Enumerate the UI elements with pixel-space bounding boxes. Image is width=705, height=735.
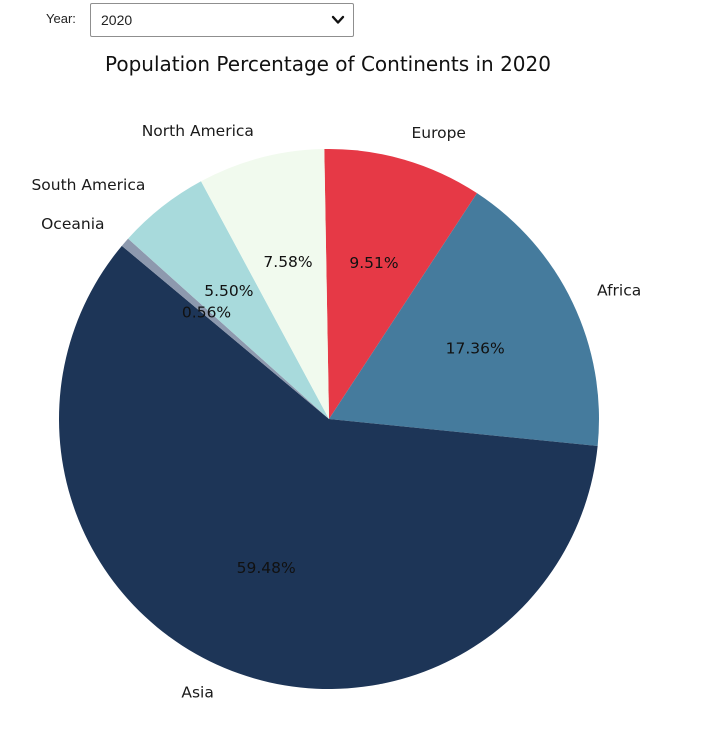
pie-slice-europe [324,149,477,419]
year-label: Year: [46,11,76,26]
slice-label-north-america: North America [142,122,254,140]
year-select[interactable]: 2020 [90,3,354,37]
slice-percent-asia: 59.48% [237,559,296,577]
slice-percent-oceania: 0.56% [182,303,231,321]
slice-label-europe: Europe [411,124,466,142]
slice-label-africa: Africa [597,282,641,300]
slice-percent-north-america: 7.58% [263,253,312,271]
slice-percent-africa: 17.36% [446,340,505,358]
chart-title: Population Percentage of Continents in 2… [105,52,551,76]
year-select-value: 2020 [101,12,133,28]
slice-label-south-america: South America [31,176,145,194]
pie-slice-asia [59,245,598,689]
pie-slice-south-america [128,181,329,419]
chevron-down-icon [331,15,345,24]
pie-slice-oceania [121,238,330,419]
slice-label-oceania: Oceania [41,215,104,233]
pie-labels: Europe 9.51% Africa 17.36% Asia 59.48% Oceania… [31,122,641,701]
slice-percent-south-america: 5.50% [204,282,253,300]
controls-bar: Year: 2020 [0,0,705,42]
slice-percent-europe: 9.51% [349,254,398,272]
slice-label-asia: Asia [181,683,213,701]
pie-slice-north-america [201,149,329,419]
pie-slices [59,149,600,689]
pie-slice-africa [329,193,600,447]
